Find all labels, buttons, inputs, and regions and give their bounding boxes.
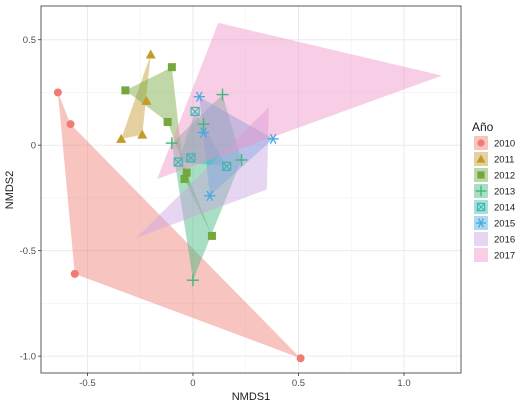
point-2013 xyxy=(216,88,229,101)
y-tick-label: -1.0 xyxy=(20,352,36,363)
legend-marker-2015 xyxy=(475,218,487,228)
point-2014 xyxy=(186,153,196,163)
data-points xyxy=(53,49,305,363)
point-2014 xyxy=(173,157,183,167)
legend-label-2010: 2010 xyxy=(494,139,515,150)
hull-2015 xyxy=(199,96,274,196)
hull-2010 xyxy=(57,92,301,359)
point-2013 xyxy=(165,137,178,150)
axes: -0.5 0 0.5 1.0 -1.0 -0.5 0 0.5 xyxy=(20,35,411,389)
point-2011 xyxy=(137,129,148,139)
hull-2011 xyxy=(121,54,151,139)
legend-label-2017: 2017 xyxy=(494,251,515,262)
point-2015 xyxy=(193,91,205,102)
point-2012 xyxy=(182,168,191,177)
grid-lines xyxy=(41,6,461,373)
point-2012 xyxy=(207,231,216,240)
point-2012 xyxy=(121,86,130,95)
point-2011 xyxy=(116,133,127,143)
point-2013 xyxy=(235,153,248,166)
legend-label-2011: 2011 xyxy=(494,155,514,166)
point-2015 xyxy=(204,190,216,202)
x-tick-label: 1.0 xyxy=(397,378,410,389)
point-2012 xyxy=(180,174,189,183)
point-2014 xyxy=(222,161,232,171)
point-2011 xyxy=(141,95,152,105)
legend-title: Año xyxy=(472,120,494,134)
legend-label-2012: 2012 xyxy=(494,171,515,182)
hull-2017 xyxy=(157,22,442,180)
point-2010 xyxy=(53,88,62,97)
x-tick-label: -0.5 xyxy=(79,378,95,389)
panel-border xyxy=(40,5,462,374)
hull-2012 xyxy=(125,67,212,236)
legend-marker-2011 xyxy=(476,154,486,163)
point-2015 xyxy=(197,127,210,138)
hull-2013 xyxy=(171,94,242,281)
y-tick-label: 0.5 xyxy=(23,35,36,46)
y-tick-label: 0 xyxy=(31,141,36,152)
panel-background xyxy=(41,6,461,373)
point-2015 xyxy=(267,133,279,145)
point-2010 xyxy=(66,120,75,129)
point-2012 xyxy=(167,63,176,72)
legend-key-2017 xyxy=(474,248,488,262)
legend-marker-2012 xyxy=(477,171,485,179)
legend-key-2016 xyxy=(474,232,488,246)
x-tick-label: 0 xyxy=(190,378,195,389)
hull-2016 xyxy=(136,107,269,238)
legend-marker-2010 xyxy=(477,139,485,147)
x-tick-label: 0.5 xyxy=(292,378,305,389)
legend-label-2016: 2016 xyxy=(494,235,515,246)
hull-2014 xyxy=(178,111,227,167)
point-2011 xyxy=(145,49,156,59)
point-2010 xyxy=(70,269,79,278)
hull-polygons xyxy=(57,22,442,359)
point-2013 xyxy=(186,274,199,287)
point-2013 xyxy=(197,118,210,131)
point-2012 xyxy=(163,118,172,127)
legend-marker-2014 xyxy=(476,202,486,212)
legend-label-2013: 2013 xyxy=(494,187,515,198)
y-axis-title: NMDS2 xyxy=(4,171,16,210)
x-axis-title: NMDS1 xyxy=(232,391,271,403)
legend-label-2014: 2014 xyxy=(494,203,515,214)
y-tick-label: -0.5 xyxy=(20,246,36,257)
legend: Año 2010 2011 2012 2013 2014 2015 2016 2017 xyxy=(472,120,515,262)
point-2014 xyxy=(190,106,200,117)
legend-marker-2013 xyxy=(475,185,487,197)
point-2010 xyxy=(296,354,305,363)
legend-label-2015: 2015 xyxy=(494,219,515,230)
